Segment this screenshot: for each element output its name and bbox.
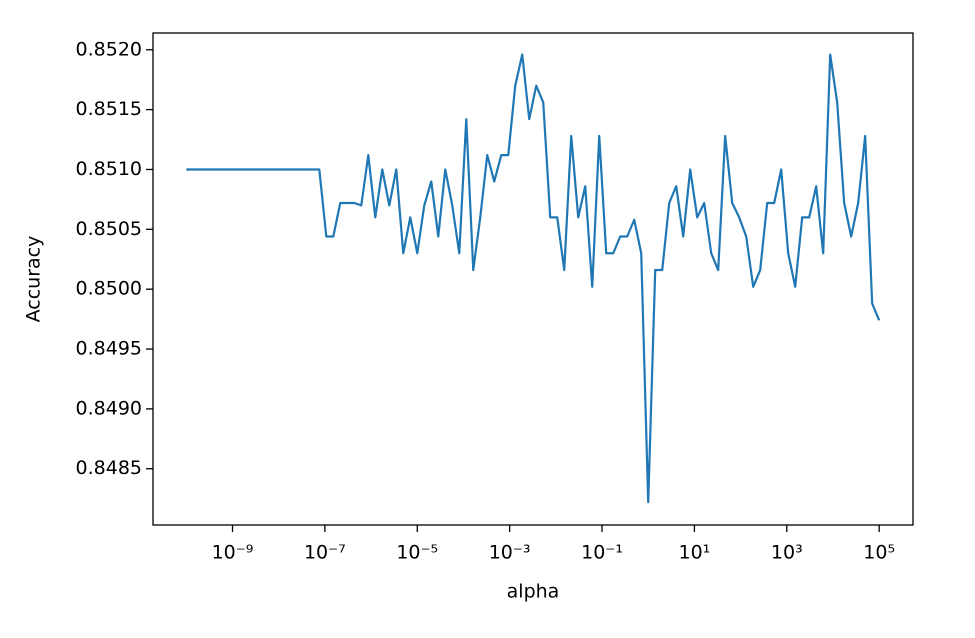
y-tick-label: 0.8515 [76,98,142,120]
y-tick-label: 0.8500 [76,278,142,300]
x-tick-label: 10⁻⁵ [396,542,438,564]
x-tick-label: 10⁻¹ [581,542,623,564]
line-series [186,53,881,504]
plot-frame [152,32,914,526]
y-tick-label: 0.8485 [76,457,142,479]
y-tick-label: 0.8505 [76,218,142,240]
x-tick-label: 10⁻³ [489,542,531,564]
x-tick-label: 10⁻⁹ [212,542,254,564]
y-tick-label: 0.8510 [76,158,142,180]
x-tick-label: 10³ [771,542,803,564]
x-tick-label: 10⁵ [863,542,895,564]
y-axis-label: Accuracy [23,236,45,323]
x-tick-label: 10¹ [679,542,711,564]
y-tick-label: 0.8490 [76,397,142,419]
y-tick-label: 0.8495 [76,338,142,360]
y-tick-label: 0.8520 [76,38,142,60]
x-axis-label: alpha [507,581,560,603]
x-tick-label: 10⁻⁷ [304,542,346,564]
